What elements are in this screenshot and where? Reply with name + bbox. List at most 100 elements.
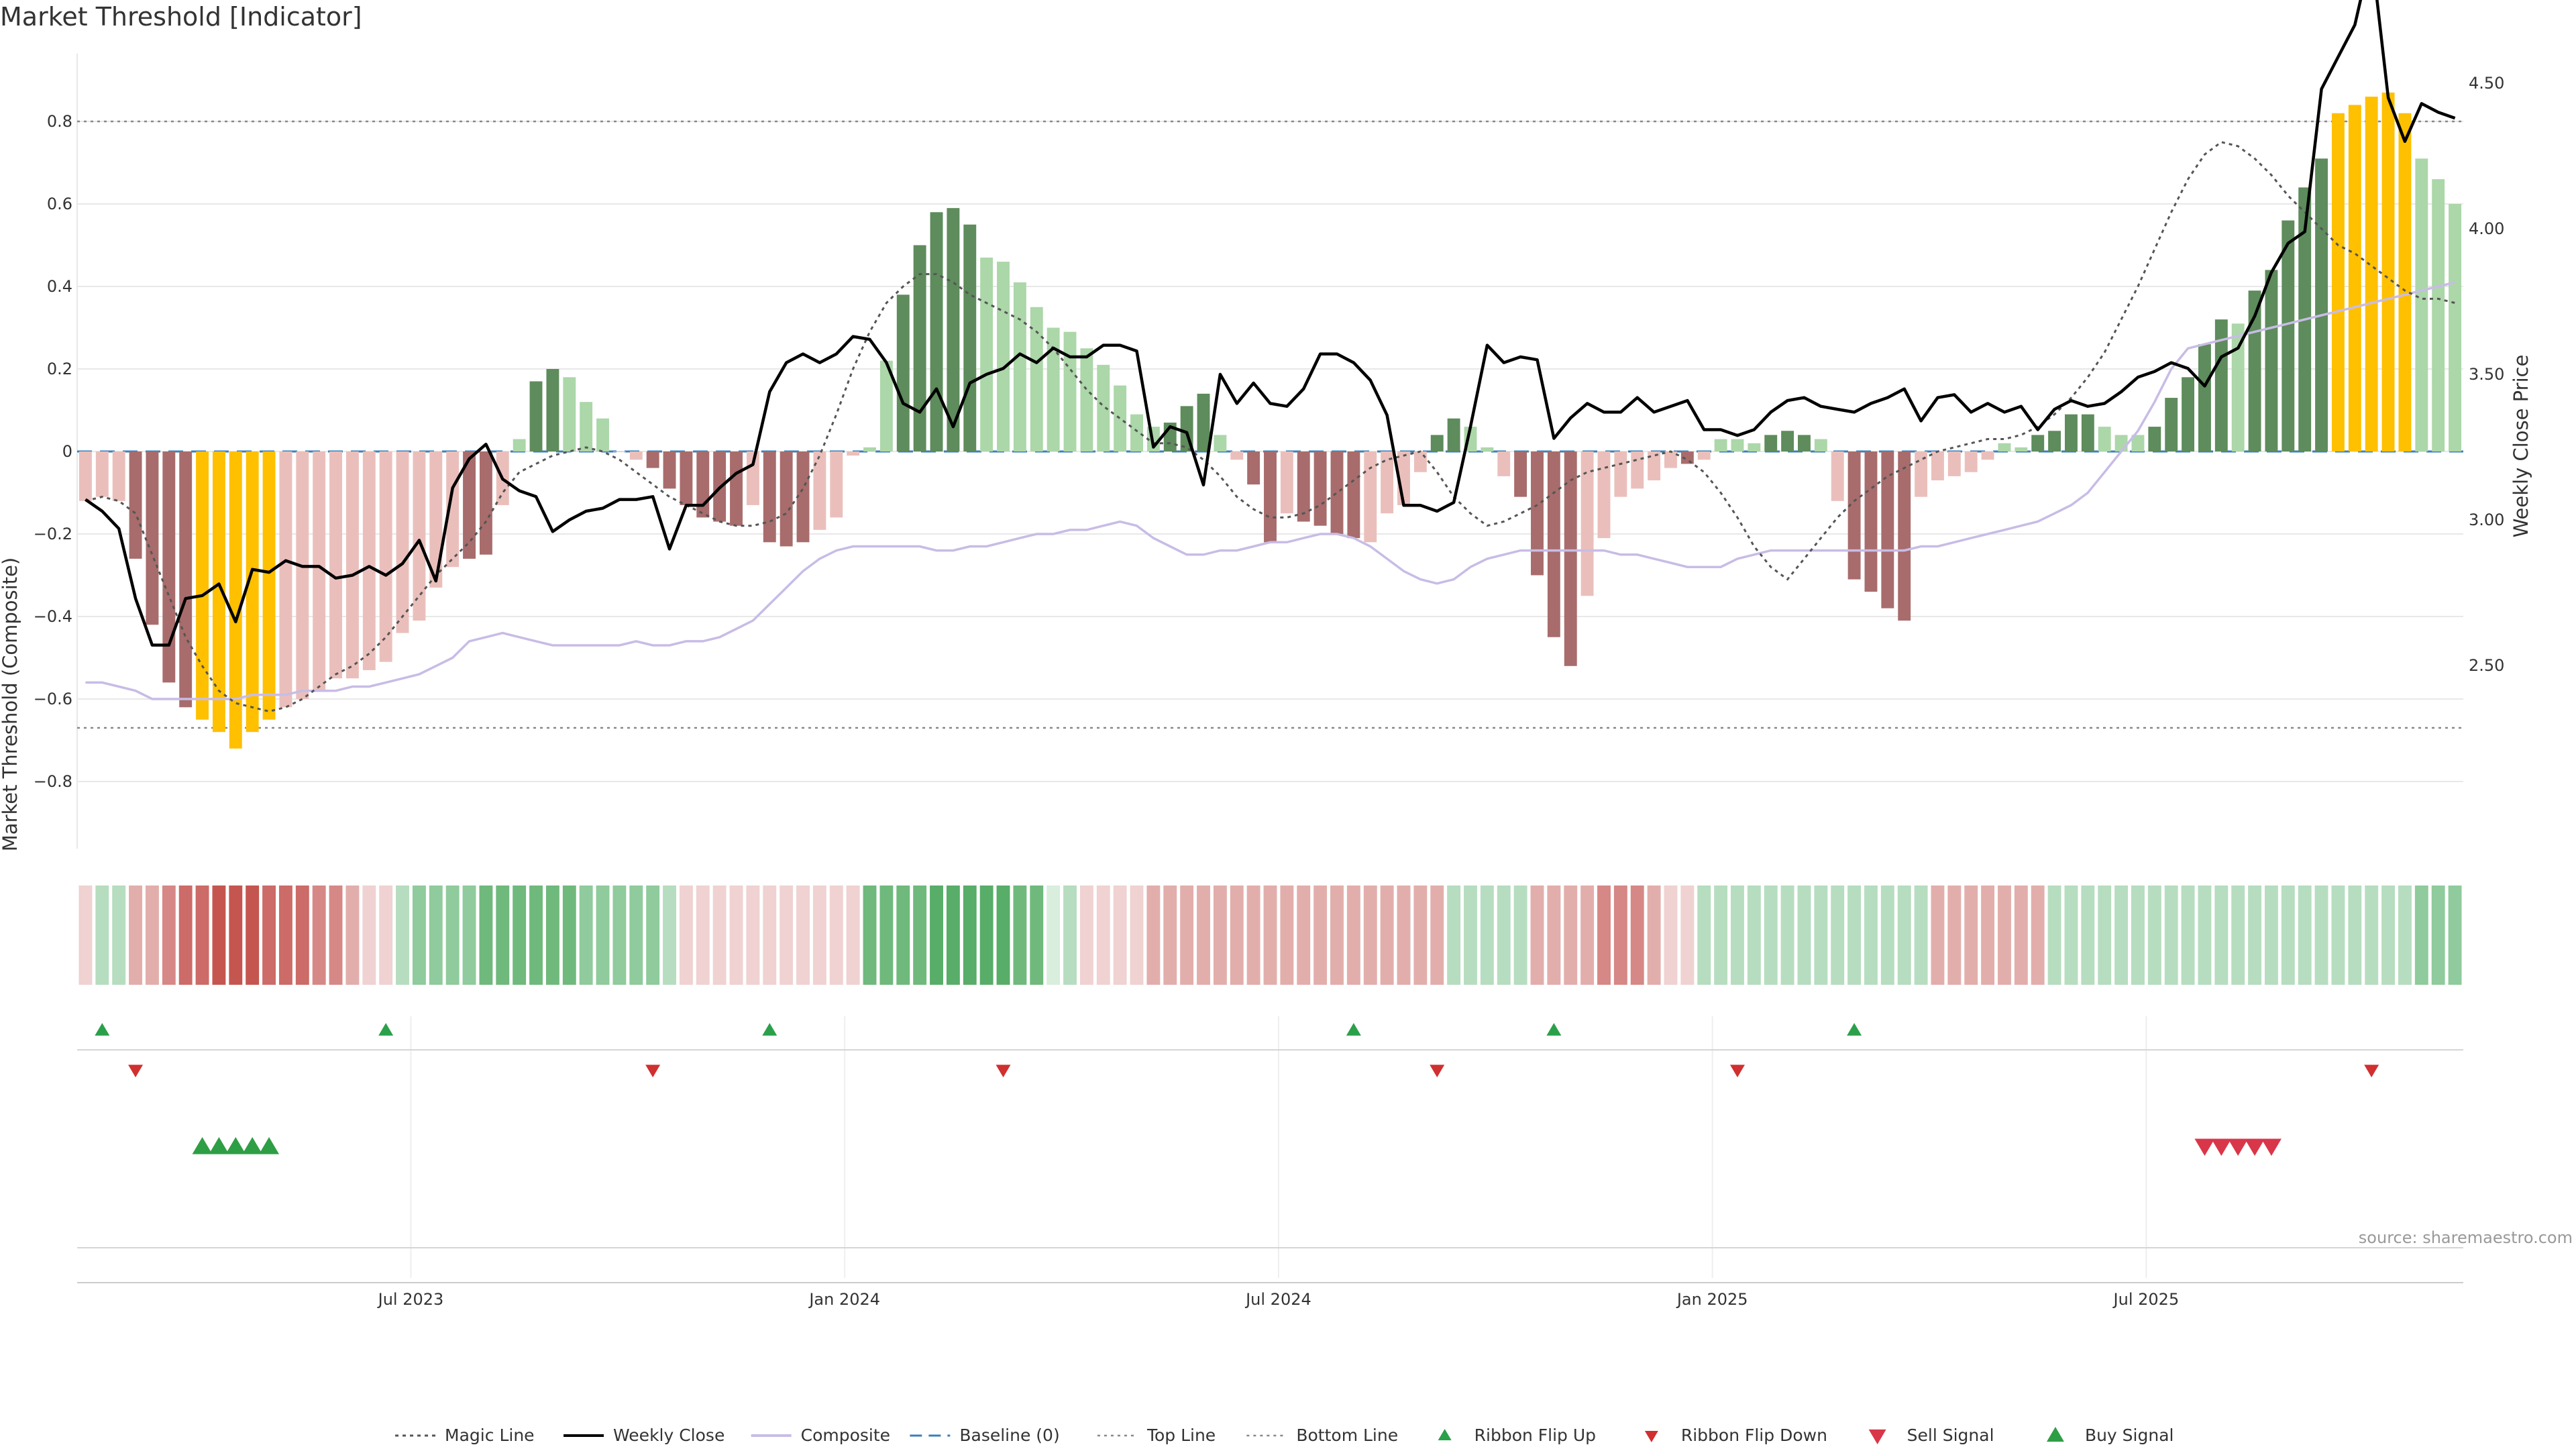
y2-axis-title: Weekly Close Price bbox=[2510, 355, 2532, 538]
composite-bar bbox=[1931, 451, 1944, 481]
ribbon-cell bbox=[178, 885, 193, 985]
composite-bar bbox=[1847, 451, 1861, 580]
ribbon-cell bbox=[513, 885, 527, 985]
composite-bar bbox=[963, 224, 977, 451]
composite-bar bbox=[646, 451, 659, 468]
ribbon-cell bbox=[396, 885, 409, 985]
composite-bar bbox=[1648, 451, 1661, 481]
buy-signal-marker bbox=[225, 1137, 246, 1155]
composite-bar bbox=[2198, 344, 2211, 451]
composite-bar bbox=[2098, 427, 2111, 451]
composite-bar bbox=[2348, 105, 2361, 451]
y2-tick-label: 4.50 bbox=[2469, 74, 2504, 93]
composite-bar bbox=[1547, 451, 1560, 637]
ribbon-cell bbox=[1664, 885, 1678, 985]
ribbon-cell bbox=[1363, 885, 1377, 985]
ribbon-cell bbox=[2231, 885, 2245, 985]
composite-bar bbox=[1097, 364, 1110, 451]
legend-label: Composite bbox=[801, 1426, 890, 1445]
ribbon-flip-up-marker bbox=[378, 1023, 394, 1036]
ribbon-cell bbox=[1413, 885, 1428, 985]
composite-bar bbox=[1614, 451, 1627, 497]
composite-bar bbox=[863, 447, 876, 451]
ribbon-cell bbox=[2264, 885, 2278, 985]
composite-bar bbox=[229, 451, 242, 749]
composite-bar bbox=[2365, 97, 2378, 452]
ribbon-cell bbox=[2431, 885, 2445, 985]
ribbon-cell bbox=[562, 885, 576, 985]
legend-label: Ribbon Flip Down bbox=[1681, 1426, 1827, 1445]
ribbon-cell bbox=[295, 885, 309, 985]
composite-bar bbox=[830, 451, 843, 518]
composite-bar bbox=[896, 294, 910, 451]
ribbon-cell bbox=[1697, 885, 1711, 985]
composite-bar bbox=[1481, 447, 1494, 451]
composite-bar bbox=[1664, 451, 1677, 468]
composite-bar bbox=[2449, 204, 2462, 451]
ribbon-cell bbox=[1313, 885, 1328, 985]
ribbon-cell bbox=[2331, 885, 2345, 985]
ribbon-cell bbox=[1613, 885, 1627, 985]
y2-tick-label: 3.00 bbox=[2469, 511, 2504, 529]
ribbon-cell bbox=[2214, 885, 2229, 985]
composite-bar bbox=[813, 451, 826, 530]
ribbon-cell bbox=[529, 885, 543, 985]
buy-signal-marker bbox=[242, 1137, 263, 1155]
composite-bar bbox=[429, 451, 443, 588]
ribbon-cell bbox=[1847, 885, 1862, 985]
ribbon-cell bbox=[2164, 885, 2178, 985]
buy-signal-marker bbox=[259, 1137, 280, 1155]
composite-bar bbox=[379, 451, 392, 662]
ribbon-cell bbox=[278, 885, 292, 985]
composite-bar bbox=[1831, 451, 1844, 501]
composite-bar bbox=[129, 451, 142, 559]
ribbon-cell bbox=[2081, 885, 2095, 985]
ribbon-cell bbox=[996, 885, 1010, 985]
composite-bar bbox=[930, 212, 943, 451]
x-tick-label: Jul 2025 bbox=[2112, 1290, 2180, 1309]
ribbon-cell bbox=[796, 885, 810, 985]
ribbon-cell bbox=[1230, 885, 1244, 985]
ribbon-cell bbox=[95, 885, 109, 985]
ribbon-cell bbox=[445, 885, 460, 985]
y-axis-title: Market Threshold (Composite) bbox=[0, 557, 21, 851]
x-axis-ticks: Jul 2023 Jan 2024 Jul 2024 Jan 2025 Jul 2025 bbox=[377, 1290, 2180, 1309]
composite-bar bbox=[2065, 414, 2078, 451]
composite-bar bbox=[1280, 451, 1293, 514]
y-tick-label: 0.4 bbox=[47, 277, 72, 296]
composite-line bbox=[85, 281, 2456, 700]
composite-bar bbox=[1381, 451, 1394, 514]
ribbon-cell bbox=[1564, 885, 1578, 985]
composite-bar bbox=[680, 451, 693, 505]
sell-signal-marker bbox=[2261, 1138, 2282, 1156]
ribbon-cell bbox=[379, 885, 393, 985]
composite-bar bbox=[796, 451, 810, 543]
ribbon-cell bbox=[1397, 885, 1411, 985]
ribbon-cell bbox=[829, 885, 843, 985]
ribbon-cell bbox=[1297, 885, 1311, 985]
composite-bar bbox=[95, 451, 109, 497]
ribbon-cell bbox=[1280, 885, 1294, 985]
ribbon-cell bbox=[1046, 885, 1061, 985]
composite-bar bbox=[780, 451, 793, 547]
composite-bar bbox=[763, 451, 776, 543]
ribbon-flip-down-marker bbox=[2364, 1065, 2379, 1077]
ribbon-flip-up-marker bbox=[1346, 1023, 1361, 1036]
ribbon-cell bbox=[2414, 885, 2428, 985]
y2-tick-label: 3.50 bbox=[2469, 365, 2504, 384]
ribbon-cell bbox=[1213, 885, 1227, 985]
ribbon-cell bbox=[246, 885, 260, 985]
ribbon-cell bbox=[1731, 885, 1744, 985]
composite-bar bbox=[1514, 451, 1527, 497]
composite-bar bbox=[329, 451, 343, 679]
composite-bar bbox=[2214, 319, 2228, 451]
y-tick-label: 0.8 bbox=[47, 112, 72, 131]
ribbon-cell bbox=[1096, 885, 1110, 985]
composite-bar bbox=[2398, 113, 2412, 451]
ribbon-cell bbox=[1897, 885, 1911, 985]
composite-bar bbox=[980, 257, 994, 451]
ribbon-cell bbox=[1797, 885, 1811, 985]
ribbon-flip-up-marker bbox=[1546, 1023, 1562, 1036]
ribbon-cell bbox=[1346, 885, 1360, 985]
composite-bar bbox=[1430, 435, 1444, 451]
